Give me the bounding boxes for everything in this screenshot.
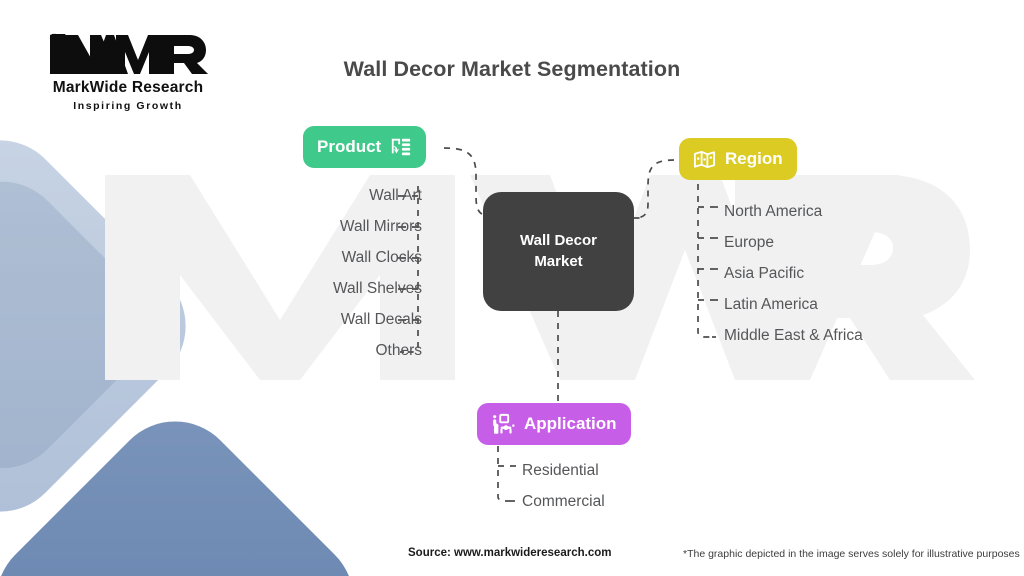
branch-badge-application[interactable]: Application: [477, 403, 631, 445]
branch-badge-region[interactable]: Region: [679, 138, 797, 180]
branch-label-application: Application: [524, 414, 617, 433]
page-title: Wall Decor Market Segmentation: [343, 57, 681, 81]
center-node-wall-decor-market: Wall Decor Market: [483, 192, 634, 311]
leaf-list-region: North America Europe Asia Pacific Latin …: [724, 196, 863, 351]
brand-name: MarkWide Research: [52, 79, 204, 96]
map-icon: [694, 150, 715, 168]
list-item: Latin America: [724, 295, 818, 313]
mwr-monogram-icon: [50, 33, 208, 74]
center-node-line1: Wall Decor: [520, 232, 597, 250]
list-item: Wall Art: [369, 186, 422, 204]
list-item: Asia Pacific: [724, 264, 805, 282]
list-item: Wall Mirrors: [339, 217, 422, 235]
disclaimer-label: *The graphic depicted in the image serve…: [683, 548, 1020, 560]
list-item: Wall Shelves: [332, 279, 422, 297]
center-node-line2: Market: [534, 252, 583, 270]
list-item: Residential: [522, 461, 599, 479]
brand-tagline: Inspiring Growth: [73, 100, 183, 112]
list-item: Middle East & Africa: [724, 326, 863, 344]
watermark-mwr-icon: [105, 175, 975, 380]
list-item: Commercial: [522, 492, 605, 510]
leaf-list-product: Wall Art Wall Mirrors Wall Clocks Wall S…: [160, 180, 422, 366]
product-list-icon: [392, 138, 411, 156]
brand-logo: MarkWide Research Inspiring Growth: [28, 26, 228, 112]
list-item: Wall Decals: [340, 310, 422, 328]
leaf-list-application: Residential Commercial: [522, 455, 605, 517]
interior-room-icon: [493, 413, 515, 434]
branch-label-product: Product: [317, 137, 382, 156]
list-item: North America: [724, 202, 823, 220]
list-item: Others: [375, 341, 422, 359]
list-item: Europe: [724, 233, 774, 251]
source-label: Source: www.markwideresearch.com: [408, 547, 612, 559]
list-item: Wall Clocks: [341, 248, 422, 266]
branch-label-region: Region: [725, 149, 783, 168]
branch-badge-product[interactable]: Product: [303, 126, 427, 168]
